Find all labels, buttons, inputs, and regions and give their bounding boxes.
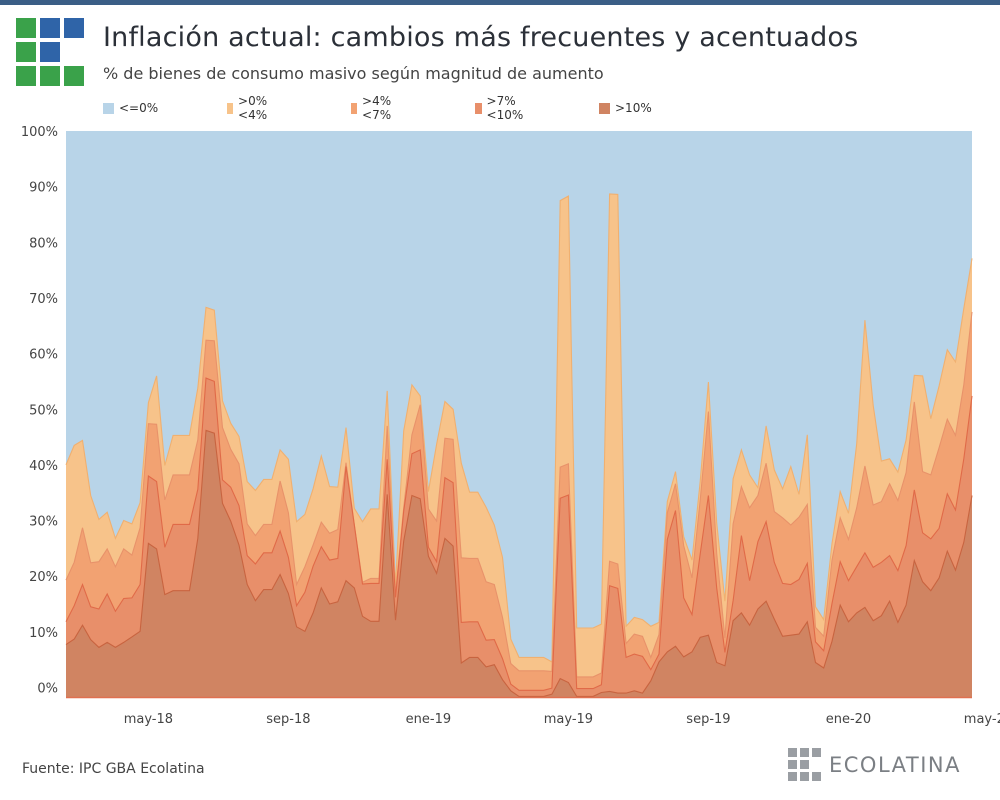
legend-item-0-4: >0% <4%	[227, 94, 272, 122]
brand-grid-icon	[788, 748, 821, 781]
series-area-gt10	[66, 430, 972, 698]
top-accent-bar	[0, 0, 1000, 5]
y-tick-label: 30%	[29, 515, 58, 530]
chart-subtitle: % de bienes de consumo masivo según magn…	[103, 64, 604, 83]
legend-label: >0% <4%	[238, 94, 268, 122]
x-tick-label: sep-19	[686, 712, 730, 727]
x-tick-label: may-18	[124, 712, 173, 727]
legend-swatch	[351, 102, 358, 114]
legend-label: >4% <7%	[362, 94, 392, 122]
legend-item-7-10: >7% <10%	[475, 94, 528, 122]
legend-item-4-7: >4% <7%	[351, 94, 396, 122]
grid-squares-logo-icon	[16, 18, 84, 86]
y-tick-label: 90%	[29, 181, 58, 196]
y-tick-label: 80%	[29, 236, 58, 251]
legend-swatch	[227, 102, 234, 114]
series-line-4-7	[65, 311, 973, 678]
logo-square	[40, 42, 60, 62]
x-tick-label: ene-19	[406, 712, 451, 727]
series-line-gt10	[65, 429, 973, 697]
y-tick-label: 100%	[21, 125, 58, 140]
legend-item-le0: <=0%	[103, 98, 158, 118]
logo-square	[16, 66, 36, 86]
x-tick-label: sep-18	[266, 712, 310, 727]
x-tick-label: may-20	[964, 712, 1000, 727]
y-tick-label: 50%	[29, 403, 58, 418]
stacked-area-chart: 0% 10% 20% 30% 40% 50% 60% 70% 80% 90% 100% may-18…	[21, 125, 1000, 727]
y-tick-label: 10%	[29, 626, 58, 641]
legend-swatch	[103, 102, 114, 114]
legend-label: <=0%	[119, 101, 159, 115]
legend-item-gt10: >10%	[599, 98, 652, 118]
logo-square	[40, 18, 60, 38]
legend-swatch	[475, 102, 482, 114]
series-line-0-4	[65, 193, 973, 663]
logo-square	[16, 18, 36, 38]
chart-title: Inflación actual: cambios más frecuentes…	[103, 22, 859, 53]
legend-label: >7% <10%	[486, 94, 524, 122]
x-tick-label: ene-20	[826, 712, 871, 727]
brand-name: ECOLATINA	[829, 753, 961, 777]
y-tick-label: 20%	[29, 570, 58, 585]
y-tick-label: 0%	[37, 682, 58, 697]
logo-square	[16, 42, 36, 62]
logo-square	[64, 66, 84, 86]
logo-square	[40, 66, 60, 86]
y-tick-label: 40%	[29, 459, 58, 474]
y-tick-label: 70%	[29, 292, 58, 307]
y-tick-label: 60%	[29, 348, 58, 363]
legend-swatch	[599, 102, 610, 114]
ecolatina-brand: ECOLATINA	[788, 748, 959, 782]
x-tick-label: may-19	[544, 712, 593, 727]
logo-square	[64, 18, 84, 38]
series-line-7-10	[65, 377, 973, 691]
legend-label: >10%	[615, 101, 652, 115]
source-note: Fuente: IPC GBA Ecolatina	[22, 761, 205, 777]
